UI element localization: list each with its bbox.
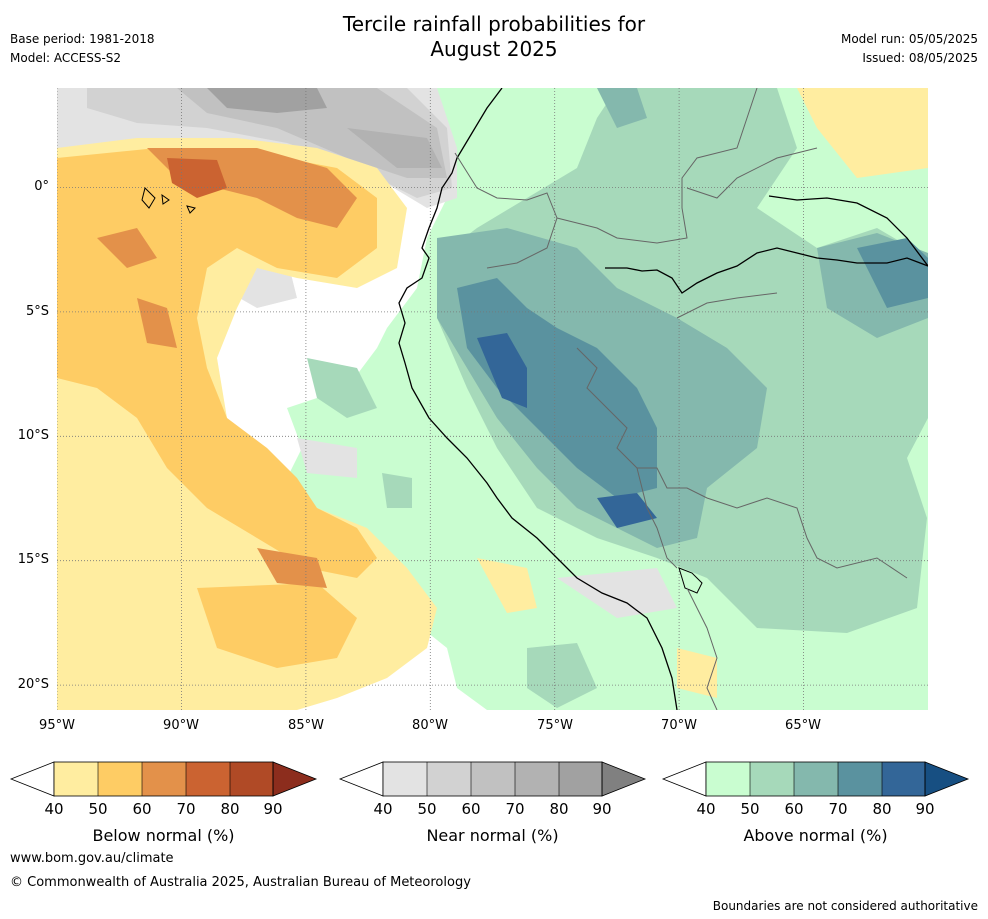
metadata-left: Base period: 1981-2018 Model: ACCESS-S2 <box>10 30 155 68</box>
colorbar-near-normal <box>338 761 647 797</box>
below-swatch-70 <box>186 762 230 796</box>
below-swatch-80 <box>230 762 273 796</box>
near-swatch-80 <box>559 762 602 796</box>
near-extend-low <box>338 761 384 797</box>
footer-copyright: © Commonwealth of Australia 2025, Austra… <box>10 875 471 890</box>
y-tick-10s: 10°S <box>17 428 49 443</box>
near-extend-high <box>601 761 647 797</box>
model-run: Model run: 05/05/2025 <box>840 32 978 46</box>
rio-negro-river <box>768 195 928 267</box>
above-swatch-40 <box>706 762 750 796</box>
below-tick-90: 90 <box>263 800 283 818</box>
above-normal-label: Above normal (%) <box>743 826 888 845</box>
x-tick-65w: 65°W <box>785 718 821 733</box>
y-tick-20s: 20°S <box>17 677 49 692</box>
coastline <box>398 88 678 710</box>
below-normal-region <box>57 88 928 710</box>
near-tick-40: 40 <box>373 800 393 818</box>
near-tick-60: 60 <box>461 800 481 818</box>
below-extend-low <box>9 761 55 797</box>
x-tick-95w: 95°W <box>39 718 75 733</box>
above-tick-70: 70 <box>828 800 848 818</box>
galapagos-islands <box>141 187 196 214</box>
x-tick-75w: 75°W <box>537 718 573 733</box>
near-swatch-50 <box>427 762 471 796</box>
title-line-2: August 2025 <box>430 37 558 61</box>
near-swatch-40 <box>383 762 427 796</box>
model-name: Model: ACCESS-S2 <box>10 51 122 65</box>
near-tick-80: 80 <box>549 800 569 818</box>
below-tick-40: 40 <box>44 800 64 818</box>
colorbars <box>9 761 970 797</box>
below-tick-70: 70 <box>176 800 196 818</box>
x-tick-85w: 85°W <box>288 718 324 733</box>
issued-date: Issued: 08/05/2025 <box>862 51 978 65</box>
below-tick-60: 60 <box>132 800 152 818</box>
country-borders <box>454 88 908 710</box>
below-tick-50: 50 <box>88 800 108 818</box>
above-swatch-80 <box>882 762 925 796</box>
chart-title: Tercile rainfall probabilities for Augus… <box>0 12 988 62</box>
above-swatch-70 <box>838 762 882 796</box>
near-tick-90: 90 <box>592 800 612 818</box>
x-tick-70w: 70°W <box>661 718 697 733</box>
gridlines <box>57 88 928 710</box>
x-tick-80w: 80°W <box>412 718 448 733</box>
above-tick-90: 90 <box>915 800 935 818</box>
amazon-river <box>605 247 928 294</box>
y-tick-15s: 15°S <box>17 552 49 567</box>
above-swatch-60 <box>794 762 838 796</box>
colorbar-below-normal <box>9 761 318 797</box>
footer-url[interactable]: www.bom.gov.au/climate <box>10 851 174 866</box>
near-normal-label: Near normal (%) <box>426 826 559 845</box>
above-tick-40: 40 <box>696 800 716 818</box>
below-extend-high <box>272 761 318 797</box>
above-swatch-50 <box>750 762 794 796</box>
above-tick-60: 60 <box>784 800 804 818</box>
near-swatch-70 <box>515 762 559 796</box>
above-extend-low <box>661 761 707 797</box>
above-tick-50: 50 <box>740 800 760 818</box>
y-tick-5s: 5°S <box>25 304 49 319</box>
above-tick-80: 80 <box>872 800 892 818</box>
colorbar-above-normal <box>661 761 970 797</box>
lake-titicaca <box>678 567 703 594</box>
below-tick-80: 80 <box>220 800 240 818</box>
below-normal-label: Below normal (%) <box>92 826 235 845</box>
near-tick-50: 50 <box>417 800 437 818</box>
y-tick-0: 0° <box>34 179 49 194</box>
title-line-1: Tercile rainfall probabilities for <box>342 12 646 36</box>
near-swatch-60 <box>471 762 515 796</box>
below-swatch-50 <box>98 762 142 796</box>
below-swatch-60 <box>142 762 186 796</box>
x-tick-90w: 90°W <box>163 718 199 733</box>
above-normal-region <box>282 88 928 710</box>
rainfall-probability-map <box>57 88 928 710</box>
metadata-right: Model run: 05/05/2025 Issued: 08/05/2025 <box>841 30 978 68</box>
below-swatch-40 <box>54 762 98 796</box>
above-extend-high <box>924 761 970 797</box>
near-tick-70: 70 <box>505 800 525 818</box>
footer-disclaimer: Boundaries are not considered authoritat… <box>712 899 978 913</box>
base-period: Base period: 1981-2018 <box>10 32 155 46</box>
